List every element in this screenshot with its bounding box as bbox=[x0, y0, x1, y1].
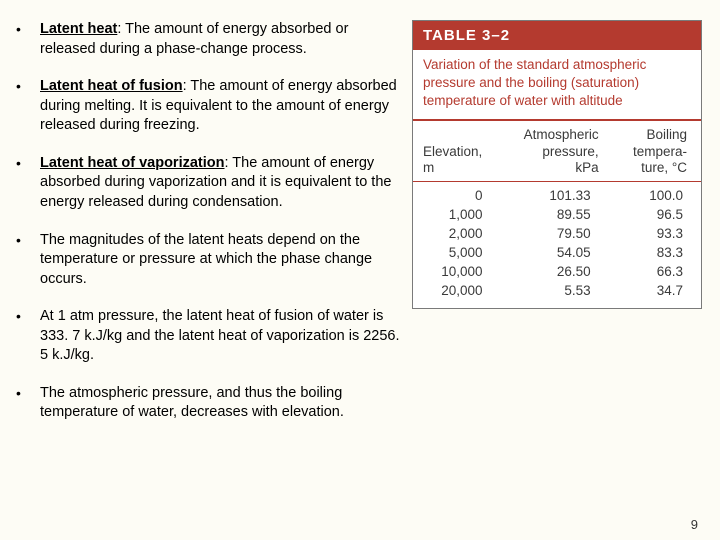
bullet-list: Latent heat: The amount of energy absorb… bbox=[12, 20, 402, 423]
term: Latent heat of fusion bbox=[40, 78, 183, 94]
table-row: 1,00089.5596.5 bbox=[413, 205, 701, 224]
bullet-item: Latent heat: The amount of energy absorb… bbox=[12, 20, 402, 59]
data-table: Elevation, m Atmospheric pressure, kPa B… bbox=[413, 121, 701, 309]
cell-elev: 0 bbox=[413, 182, 501, 206]
bullet-column: Latent heat: The amount of energy absorb… bbox=[12, 20, 402, 441]
definition: At 1 atm pressure, the latent heat of fu… bbox=[40, 308, 400, 363]
header-line: pressure, bbox=[542, 144, 598, 159]
sep: : bbox=[117, 21, 125, 37]
table-row: 20,0005.5334.7 bbox=[413, 281, 701, 308]
header-line: tempera- bbox=[633, 144, 687, 159]
cell-elev: 5,000 bbox=[413, 243, 501, 262]
cell-elev: 2,000 bbox=[413, 224, 501, 243]
cell-temp: 96.5 bbox=[613, 205, 701, 224]
cell-pressure: 5.53 bbox=[501, 281, 613, 308]
cell-pressure: 26.50 bbox=[501, 262, 613, 281]
bullet-item: At 1 atm pressure, the latent heat of fu… bbox=[12, 307, 402, 366]
table-row: 2,00079.5093.3 bbox=[413, 224, 701, 243]
table-row: 10,00026.5066.3 bbox=[413, 262, 701, 281]
bullet-item: The atmospheric pressure, and thus the b… bbox=[12, 384, 402, 423]
cell-pressure: 54.05 bbox=[501, 243, 613, 262]
table-label: TABLE 3–2 bbox=[413, 21, 701, 50]
cell-pressure: 79.50 bbox=[501, 224, 613, 243]
col-header-elevation: Elevation, m bbox=[413, 121, 501, 182]
header-line: ture, °C bbox=[641, 160, 687, 175]
definition: The atmospheric pressure, and thus the b… bbox=[40, 385, 344, 421]
slide-content: Latent heat: The amount of energy absorb… bbox=[0, 0, 720, 449]
bullet-item: Latent heat of fusion: The amount of ene… bbox=[12, 77, 402, 136]
col-header-pressure: Atmospheric pressure, kPa bbox=[501, 121, 613, 182]
header-line: Atmospheric bbox=[524, 127, 599, 142]
definition: The magnitudes of the latent heats depen… bbox=[40, 232, 372, 287]
term: Latent heat bbox=[40, 21, 117, 37]
page-number: 9 bbox=[691, 517, 698, 532]
table-box: TABLE 3–2 Variation of the standard atmo… bbox=[412, 20, 702, 309]
table-row: 5,00054.0583.3 bbox=[413, 243, 701, 262]
cell-temp: 83.3 bbox=[613, 243, 701, 262]
cell-elev: 1,000 bbox=[413, 205, 501, 224]
table-row: 0101.33100.0 bbox=[413, 182, 701, 206]
col-header-temperature: Boiling tempera- ture, °C bbox=[613, 121, 701, 182]
cell-elev: 20,000 bbox=[413, 281, 501, 308]
cell-temp: 66.3 bbox=[613, 262, 701, 281]
header-line: Elevation, bbox=[423, 144, 482, 159]
header-line: m bbox=[423, 160, 434, 175]
header-line: kPa bbox=[575, 160, 598, 175]
cell-temp: 93.3 bbox=[613, 224, 701, 243]
header-line: Boiling bbox=[646, 127, 687, 142]
table-caption: Variation of the standard atmospheric pr… bbox=[413, 50, 701, 121]
bullet-item: The magnitudes of the latent heats depen… bbox=[12, 231, 402, 290]
cell-pressure: 101.33 bbox=[501, 182, 613, 206]
cell-temp: 100.0 bbox=[613, 182, 701, 206]
cell-pressure: 89.55 bbox=[501, 205, 613, 224]
bullet-item: Latent heat of vaporization: The amount … bbox=[12, 154, 402, 213]
table-header-row: Elevation, m Atmospheric pressure, kPa B… bbox=[413, 121, 701, 182]
term: Latent heat of vaporization bbox=[40, 155, 225, 171]
table-body: 0101.33100.0 1,00089.5596.5 2,00079.5093… bbox=[413, 182, 701, 309]
cell-temp: 34.7 bbox=[613, 281, 701, 308]
cell-elev: 10,000 bbox=[413, 262, 501, 281]
table-column: TABLE 3–2 Variation of the standard atmo… bbox=[412, 20, 702, 441]
